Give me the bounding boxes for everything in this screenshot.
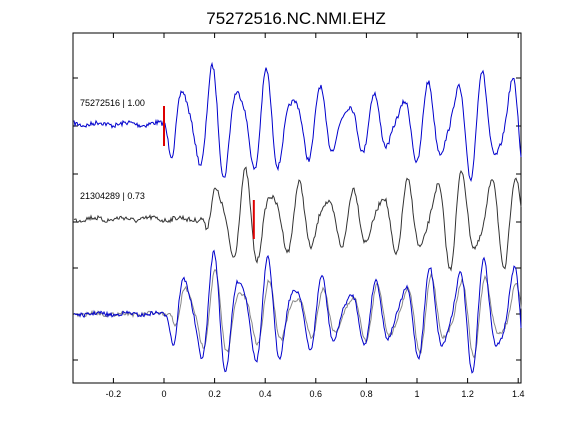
trace-match-2: 21304289 | 0.73	[73, 166, 522, 272]
trace-match-2-line	[73, 166, 522, 272]
trace-label-1: 75272516 | 1.00	[80, 98, 145, 108]
trace-template-1-line	[73, 61, 522, 183]
plot-area	[72, 32, 522, 384]
x-tick-label: 1	[414, 389, 419, 399]
x-tick-label: 1.2	[461, 389, 474, 399]
trace-label-2: 21304289 | 0.73	[80, 191, 145, 201]
x-tick-label: 0.4	[259, 389, 272, 399]
chart-title: 75272516.NC.NMI.EHZ	[206, 9, 386, 28]
trace-template-1: 75272516 | 1.00	[73, 61, 522, 183]
x-tick-label: 0	[161, 389, 166, 399]
overlay-template-line	[73, 249, 522, 374]
x-tick-label: 0.6	[310, 389, 323, 399]
x-axis-ticks: -0.2 0 0.2 0.4 0.6 0.8 1 1.2 1.4	[106, 33, 525, 399]
trace-overlay	[73, 249, 522, 374]
x-tick-label: 0.8	[360, 389, 373, 399]
x-tick-label: -0.2	[106, 389, 122, 399]
x-tick-label: 0.2	[208, 389, 221, 399]
x-tick-label: 1.4	[512, 389, 525, 399]
